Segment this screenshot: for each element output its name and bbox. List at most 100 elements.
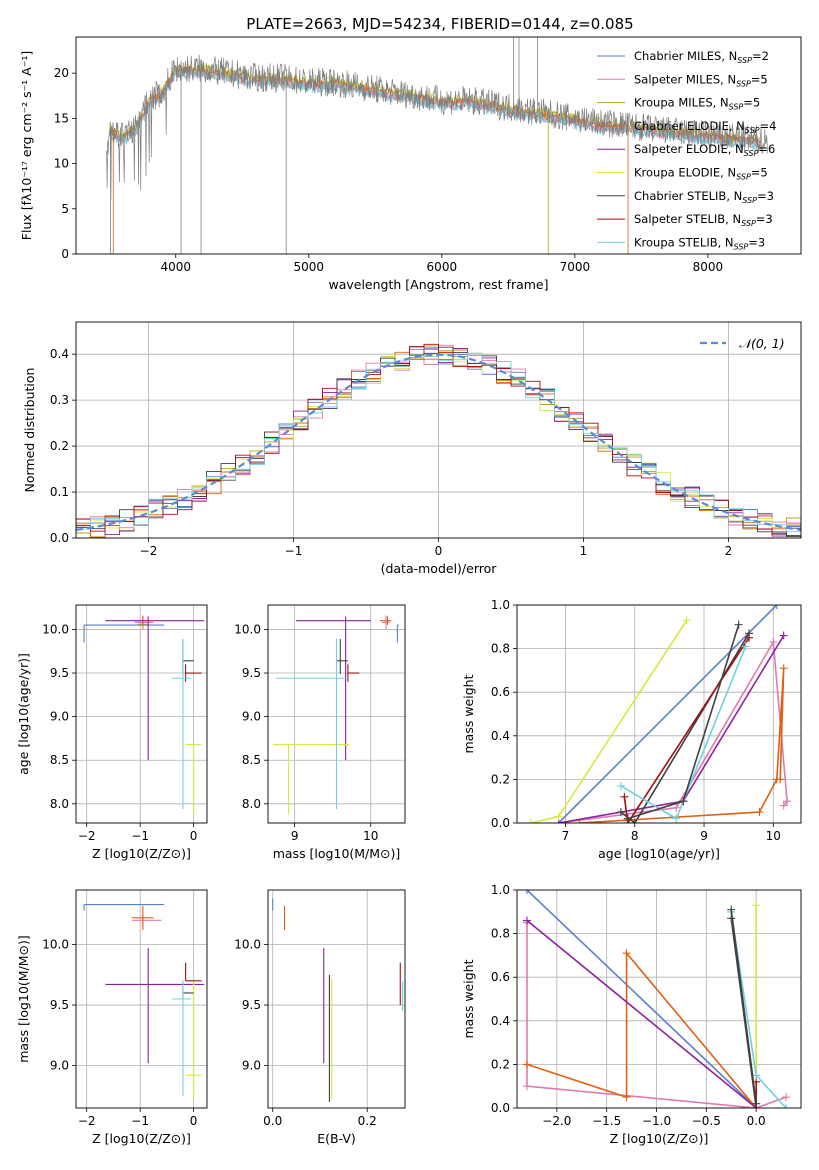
y-tick-label: 0.0 [491, 816, 510, 830]
legend-label: Salpeter STELIB, NSSP=3 [634, 212, 773, 228]
weight-marker [622, 1093, 631, 1102]
x-tick-label: −2 [78, 829, 96, 843]
weight-series-line [623, 637, 750, 823]
weight-marker [672, 803, 681, 812]
weight-marker [755, 808, 764, 817]
y-tick-label: 0.2 [50, 439, 69, 453]
y-tick-label: 0.4 [491, 1014, 510, 1028]
residual-histogram [76, 352, 801, 538]
weight-marker [554, 812, 563, 821]
x-tick-label: 0 [190, 1114, 198, 1128]
weight-series-line [526, 922, 787, 1108]
y-tick-label: 9.0 [242, 1059, 261, 1073]
mass_vs_ebv-frame [267, 889, 406, 1109]
y-tick-label: 20 [54, 66, 69, 80]
weight-marker [622, 949, 631, 958]
weight-marker [616, 808, 625, 817]
weight-marker [620, 792, 629, 801]
data-point-errorbar [132, 914, 162, 927]
x-tick-label: 9 [700, 829, 708, 843]
normal-curve [76, 353, 801, 531]
x-tick-label: 9 [291, 829, 299, 843]
legend-label: Kroupa ELODIE, NSSP=5 [634, 166, 768, 182]
data-point-errorbar [83, 903, 165, 911]
spectrum-axes: 4000 5000 6000 7000 8000 0 5 10 15 20 wavelength [… [19, 51, 723, 292]
x-axis-label: E(B-V) [317, 1131, 356, 1146]
data-point-errorbar [336, 639, 348, 674]
data-point-errorbar [185, 978, 202, 1100]
x-tick-label: −1 [131, 1114, 149, 1128]
weight-series-line [730, 911, 787, 1108]
weight-marker [727, 905, 736, 914]
legend-label: Kroupa STELIB, NSSP=3 [634, 235, 765, 251]
y-tick-label: 0 [61, 247, 69, 261]
weight-marker [782, 1093, 791, 1102]
weight-marker [526, 819, 535, 823]
x-axis-label: mass [log10(M/M⊙)] [273, 846, 401, 861]
age_vs_mass-axes: 9 10 8.0 8.5 9.0 9.5 10.0 mass [log10(M/M⊙)] [234, 605, 405, 861]
data-point-errorbar [83, 624, 165, 643]
residual-histogram [76, 343, 801, 536]
y-axis-label: mass weight [461, 674, 476, 753]
y-tick-label: 0.4 [491, 729, 510, 743]
x-tick-label: 0.0 [747, 1114, 766, 1128]
x-tick-label: 0.0 [263, 1114, 282, 1128]
x-tick-label: 0 [190, 829, 198, 843]
x-tick-label: 0 [435, 544, 443, 558]
y-tick-label: 9.0 [50, 710, 69, 724]
x-tick-label: 7000 [560, 260, 591, 274]
weight-marker [779, 664, 788, 673]
weight-marker [745, 633, 754, 642]
weight_vs_Z-lines [522, 890, 791, 1108]
y-tick-label: 0.6 [491, 685, 510, 699]
weight-series-line [526, 950, 757, 1108]
data-point-errorbar [132, 905, 154, 930]
x-tick-label: 8 [631, 829, 639, 843]
y-tick-label: 9.5 [50, 998, 69, 1012]
weight-marker [752, 1071, 761, 1080]
x-tick-label: −0.5 [692, 1114, 721, 1128]
y-tick-label: 0.1 [50, 485, 69, 499]
x-axis-label: Z [log10(Z/Z⊙)] [610, 1131, 709, 1146]
x-tick-label: −1 [285, 544, 303, 558]
y-tick-label: 0.4 [50, 347, 69, 361]
mass_vs_ebv-axes: 0.0 0.2 9.0 9.5 10.0 E(B-V) [234, 890, 405, 1146]
y-tick-label: 8.5 [50, 753, 69, 767]
weight-marker [522, 916, 531, 925]
y-tick-label: 9.0 [50, 1059, 69, 1073]
y-tick-label: 0.8 [491, 927, 510, 941]
legend-label: Salpeter MILES, NSSP=5 [634, 72, 768, 88]
weight_vs_Z-axes: −2.0 −1.5 −1.0 −0.5 0.0 0.0 0.2 0.4 0.6 0.8 1.0 Z [… [461, 883, 801, 1146]
y-tick-label: 0.0 [50, 531, 69, 545]
weight-series-line [558, 639, 788, 823]
x-axis-label: age [log10(age/yr)] [598, 846, 720, 861]
weight-series-line [558, 635, 785, 823]
y-axis-label: Normed distribution [22, 368, 37, 493]
residuals-frame [75, 321, 802, 539]
weight_vs_age-frame [516, 604, 802, 824]
weight-series-line [730, 909, 757, 1104]
y-tick-label: 0.3 [50, 393, 69, 407]
weight-marker [630, 819, 639, 823]
weight-series-line [530, 619, 688, 823]
data-point-errorbar [134, 615, 154, 630]
data-point-errorbar [382, 615, 390, 630]
spectrum-legend: Chabrier MILES, NSSP=2 Salpeter MILES, NS… [597, 49, 776, 251]
legend-label: Chabrier ELODIE, NSSP=4 [634, 119, 776, 135]
x-axis-label: Z [log10(Z/Z⊙)] [92, 1131, 191, 1146]
y-tick-label: 5 [61, 202, 69, 216]
spectrum-frame [75, 36, 802, 255]
weight-marker [682, 616, 691, 625]
weight-marker [782, 1104, 791, 1108]
x-tick-label: 8000 [693, 260, 724, 274]
y-axis-label: mass [log10(M/M⊙)] [16, 935, 31, 1063]
y-axis-label: Flux [fλ10⁻¹⁷ erg cm⁻² s⁻¹ A⁻¹] [19, 51, 34, 240]
weight-series-line [558, 605, 778, 823]
y-tick-label: 10 [54, 157, 69, 171]
data-point-errorbar [105, 948, 205, 1064]
y-tick-label: 8.0 [242, 797, 261, 811]
y-tick-label: 10.0 [42, 938, 69, 952]
x-axis-label: Z [log10(Z/Z⊙)] [92, 846, 191, 861]
weight-marker [741, 642, 750, 651]
